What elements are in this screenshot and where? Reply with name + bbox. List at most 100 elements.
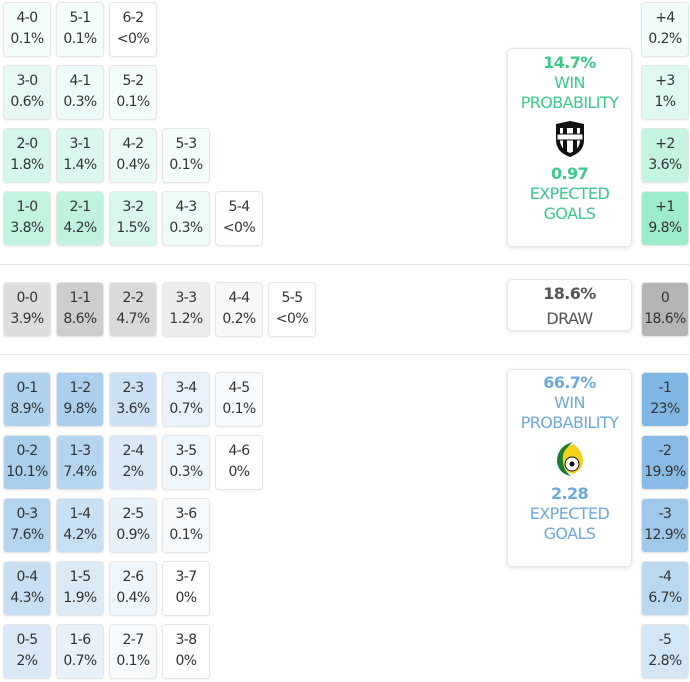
cell-score: +3 — [655, 73, 675, 89]
cell-probability: 1.9% — [63, 590, 97, 606]
cell-probability: 0.4% — [116, 157, 150, 173]
cell-probability: 10.1% — [6, 464, 48, 480]
cell-probability: 4.2% — [63, 220, 97, 236]
scoreline-cell[interactable]: 5-3 0.1% — [162, 128, 210, 183]
cell-probability: 18.6% — [644, 311, 686, 327]
scoreline-cell[interactable]: 2-1 4.2% — [56, 191, 104, 246]
cell-score: 5-5 — [281, 290, 303, 306]
cell-score: 1-1 — [69, 290, 91, 306]
scoreline-cell[interactable]: 3-8 0% — [162, 624, 210, 679]
cell-probability: 12.9% — [644, 527, 686, 543]
cell-score: -2 — [658, 443, 672, 459]
cell-score: 4-4 — [228, 290, 250, 306]
scoreline-cell[interactable]: 0-1 8.9% — [3, 372, 51, 427]
cell-probability: 6.7% — [648, 590, 682, 606]
scoreline-cell[interactable]: 6-2 <0% — [109, 2, 157, 57]
goal-margin-cell[interactable]: +3 1% — [641, 65, 689, 120]
cell-score: 2-4 — [122, 443, 144, 459]
away-win-label: PROBABILITY — [520, 413, 619, 432]
scoreline-cell[interactable]: 1-5 1.9% — [56, 561, 104, 616]
cell-score: 1-0 — [16, 199, 38, 215]
scoreline-cell[interactable]: 1-3 7.4% — [56, 435, 104, 490]
cell-probability: 0.7% — [169, 401, 203, 417]
scoreline-cell[interactable]: 3-3 1.2% — [162, 282, 210, 337]
scoreline-cell[interactable]: 3-7 0% — [162, 561, 210, 616]
cell-score: 0-3 — [16, 506, 38, 522]
goal-margin-cell[interactable]: -4 6.7% — [641, 561, 689, 616]
scoreline-cell[interactable]: 2-5 0.9% — [109, 498, 157, 553]
away-win-label: WIN — [554, 393, 585, 412]
away-summary-card: 66.7% WIN PROBABILITY 2.28 EXPECTED GOAL… — [507, 369, 632, 567]
scoreline-cell[interactable]: 3-0 0.6% — [3, 65, 51, 120]
goal-margin-cell[interactable]: -3 12.9% — [641, 498, 689, 553]
scoreline-cell[interactable]: 1-4 4.2% — [56, 498, 104, 553]
scoreline-cell[interactable]: 0-4 4.3% — [3, 561, 51, 616]
cell-probability: 1.5% — [116, 220, 150, 236]
scoreline-cell[interactable]: 3-2 1.5% — [109, 191, 157, 246]
scoreline-cell[interactable]: 5-5 <0% — [268, 282, 316, 337]
cell-probability: 3.9% — [10, 311, 44, 327]
cell-probability: 0.1% — [169, 527, 203, 543]
cell-probability: 1% — [654, 94, 676, 110]
cell-probability: 0.3% — [63, 94, 97, 110]
divider — [0, 354, 690, 355]
cell-probability: 0.6% — [10, 94, 44, 110]
goal-margin-cell[interactable]: +1 9.8% — [641, 191, 689, 246]
scoreline-cell[interactable]: 2-2 4.7% — [109, 282, 157, 337]
away-xg-label: GOALS — [543, 524, 596, 543]
scoreline-cell[interactable]: 2-3 3.6% — [109, 372, 157, 427]
scoreline-cell[interactable]: 3-1 1.4% — [56, 128, 104, 183]
home-win-pct: 14.7% — [543, 53, 596, 72]
goal-margin-cell[interactable]: +2 3.6% — [641, 128, 689, 183]
scoreline-cell[interactable]: 0-5 2% — [3, 624, 51, 679]
home-xg-label: EXPECTED — [529, 184, 610, 203]
scoreline-cell[interactable]: 2-6 0.4% — [109, 561, 157, 616]
scoreline-cell[interactable]: 4-0 0.1% — [3, 2, 51, 57]
scoreline-cell[interactable]: 3-5 0.3% — [162, 435, 210, 490]
scoreline-cell[interactable]: 1-6 0.7% — [56, 624, 104, 679]
cell-score: 3-1 — [69, 136, 91, 152]
scoreline-cell[interactable]: 4-4 0.2% — [215, 282, 263, 337]
goal-margin-cell[interactable]: -1 23% — [641, 372, 689, 427]
goal-margin-cell[interactable]: 0 18.6% — [641, 282, 689, 337]
away-club-logo-icon — [553, 440, 587, 478]
scoreline-cell[interactable]: 1-0 3.8% — [3, 191, 51, 246]
scoreline-cell[interactable]: 0-0 3.9% — [3, 282, 51, 337]
scoreline-cell[interactable]: 5-1 0.1% — [56, 2, 104, 57]
scoreline-cell[interactable]: 5-4 <0% — [215, 191, 263, 246]
scoreline-cell[interactable]: 4-2 0.4% — [109, 128, 157, 183]
cell-score: 1-3 — [69, 443, 91, 459]
cell-probability: 3.6% — [116, 401, 150, 417]
scoreline-cell[interactable]: 5-2 0.1% — [109, 65, 157, 120]
cell-score: 2-6 — [122, 569, 144, 585]
scoreline-cell[interactable]: 4-5 0.1% — [215, 372, 263, 427]
cell-score: 5-4 — [228, 199, 250, 215]
cell-score: +2 — [655, 136, 675, 152]
cell-probability: 23% — [650, 401, 680, 417]
scoreline-cell[interactable]: 2-0 1.8% — [3, 128, 51, 183]
scoreline-cell[interactable]: 2-4 2% — [109, 435, 157, 490]
goal-margin-cell[interactable]: -2 19.9% — [641, 435, 689, 490]
cell-probability: 2% — [122, 464, 144, 480]
scoreline-cell[interactable]: 4-1 0.3% — [56, 65, 104, 120]
cell-score: -1 — [658, 380, 672, 396]
cell-probability: 0.1% — [116, 94, 150, 110]
cell-probability: 0% — [228, 464, 250, 480]
cell-probability: 0.1% — [222, 401, 256, 417]
scoreline-cell[interactable]: 4-3 0.3% — [162, 191, 210, 246]
cell-score: 4-6 — [228, 443, 250, 459]
cell-score: 4-2 — [122, 136, 144, 152]
scoreline-cell[interactable]: 3-4 0.7% — [162, 372, 210, 427]
scoreline-cell[interactable]: 2-7 0.1% — [109, 624, 157, 679]
scoreline-cell[interactable]: 1-1 8.6% — [56, 282, 104, 337]
goal-margin-cell[interactable]: -5 2.8% — [641, 624, 689, 679]
scoreline-cell[interactable]: 1-2 9.8% — [56, 372, 104, 427]
scoreline-cell[interactable]: 0-2 10.1% — [3, 435, 51, 490]
cell-score: 2-7 — [122, 632, 144, 648]
goal-margin-cell[interactable]: +4 0.2% — [641, 2, 689, 57]
cell-score: 1-6 — [69, 632, 91, 648]
cell-score: 3-3 — [175, 290, 197, 306]
scoreline-cell[interactable]: 4-6 0% — [215, 435, 263, 490]
scoreline-cell[interactable]: 0-3 7.6% — [3, 498, 51, 553]
scoreline-cell[interactable]: 3-6 0.1% — [162, 498, 210, 553]
